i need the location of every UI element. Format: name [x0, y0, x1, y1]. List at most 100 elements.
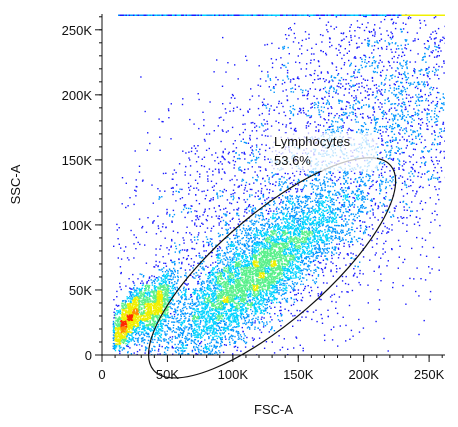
event-dot: [182, 322, 184, 324]
event-dot: [315, 250, 317, 253]
event-dot: [200, 332, 203, 334]
event-dot: [287, 309, 290, 312]
event-dot: [230, 335, 233, 337]
event-dot: [239, 294, 241, 297]
event-dot: [204, 305, 206, 307]
event-dot: [313, 224, 315, 227]
event-dot: [270, 240, 272, 242]
event-dot: [249, 292, 251, 295]
event-dot: [289, 235, 292, 238]
event-dot: [252, 273, 254, 276]
event-dot: [317, 275, 320, 277]
event-dot: [220, 289, 222, 292]
event-dot: [237, 265, 239, 268]
event-dot: [318, 251, 320, 253]
event-dot: [284, 247, 287, 249]
event-dot: [260, 234, 263, 237]
event-dot: [296, 220, 298, 222]
event-dot: [250, 284, 252, 286]
event-dot: [242, 313, 245, 316]
event-dot: [243, 281, 245, 283]
event-dot: [216, 308, 219, 310]
event-dot: [344, 196, 347, 198]
event-dot: [197, 313, 199, 315]
event-dot: [219, 352, 221, 354]
event-dot: [180, 314, 182, 316]
event-dot: [220, 284, 222, 286]
event-dot: [134, 330, 136, 332]
event-dot: [297, 271, 299, 274]
event-dot: [213, 286, 216, 288]
event-dot: [253, 306, 256, 308]
event-dot: [262, 229, 264, 232]
event-dot: [209, 271, 211, 274]
event-dot: [232, 290, 235, 293]
event-dot: [311, 222, 313, 224]
event-dot: [288, 224, 290, 226]
event-dot: [210, 326, 213, 329]
event-dot: [269, 254, 271, 257]
event-dot: [308, 226, 310, 229]
event-dot: [231, 281, 234, 284]
event-dot: [294, 246, 296, 249]
event-dot: [232, 309, 235, 312]
event-dot: [206, 281, 208, 283]
event-dot: [279, 289, 281, 291]
event-dot: [347, 206, 349, 208]
event-dot: [231, 273, 233, 275]
event-dot: [229, 291, 231, 293]
event-dot: [294, 271, 296, 273]
event-dot: [225, 281, 227, 283]
event-dot: [223, 283, 225, 286]
event-dot: [248, 314, 250, 316]
event-dot: [250, 287, 253, 289]
event-dot: [232, 300, 234, 302]
event-dot: [313, 228, 315, 231]
event-dot: [292, 264, 294, 266]
event-dot: [267, 298, 269, 300]
event-dot: [260, 295, 262, 298]
event-dot: [288, 278, 291, 281]
event-dot: [213, 294, 215, 296]
event-dot: [187, 320, 189, 322]
event-dot: [223, 269, 225, 271]
event-dot: [178, 340, 181, 342]
event-dot: [223, 317, 226, 320]
event-dot: [236, 287, 238, 289]
event-dot: [348, 232, 350, 234]
event-dot: [208, 337, 210, 339]
event-dot: [217, 318, 220, 321]
event-dot: [293, 237, 295, 239]
event-dot: [357, 210, 360, 213]
event-dot: [326, 181, 329, 183]
event-dot: [329, 190, 332, 193]
event-dot: [260, 282, 262, 284]
event-dot: [289, 254, 292, 256]
event-dot: [291, 266, 293, 268]
event-dot: [281, 233, 283, 235]
event-dot: [246, 287, 248, 289]
event-dot: [335, 194, 338, 196]
event-dot: [243, 292, 245, 295]
event-dot: [293, 233, 295, 235]
event-dot: [260, 214, 262, 217]
event-dot: [303, 216, 305, 218]
event-dot: [294, 263, 296, 266]
event-dot: [243, 291, 245, 293]
event-dot: [289, 237, 292, 239]
event-dot: [192, 314, 194, 317]
event-dot: [248, 273, 251, 276]
event-dot: [323, 220, 325, 223]
event-dot: [206, 285, 209, 287]
event-dot: [324, 183, 326, 185]
event-dot: [274, 298, 277, 300]
event-dot: [270, 253, 273, 255]
event-dot: [258, 263, 260, 265]
event-dot: [255, 287, 258, 289]
event-dot: [215, 341, 218, 344]
event-dot: [283, 274, 285, 277]
event-dot: [268, 331, 270, 333]
event-dot: [211, 297, 213, 300]
event-dot: [281, 289, 283, 291]
event-dot: [260, 286, 262, 288]
